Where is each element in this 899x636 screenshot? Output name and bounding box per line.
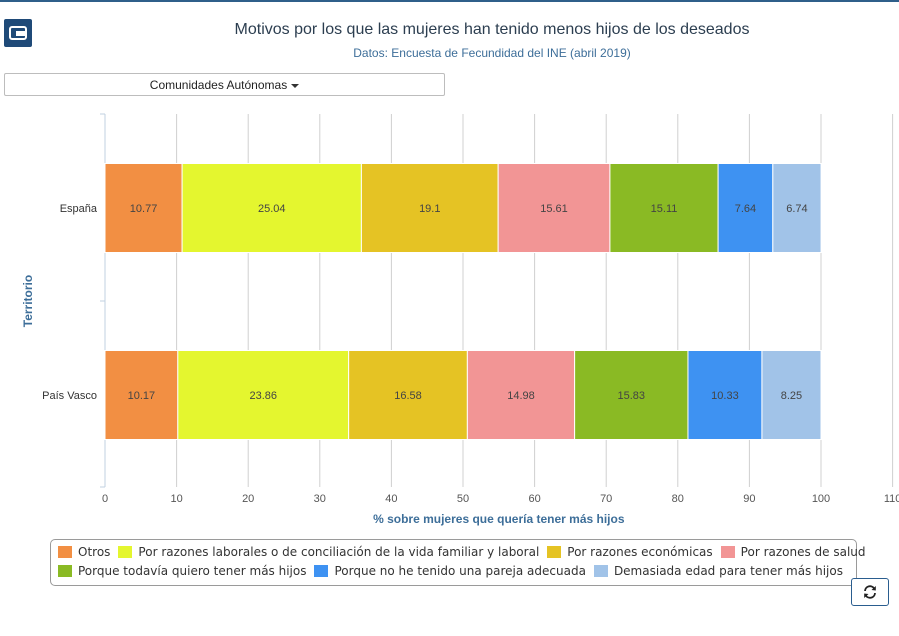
ine-logo-icon[interactable] bbox=[4, 19, 32, 47]
y-category-label: País Vasco bbox=[42, 390, 97, 402]
legend-swatch bbox=[314, 565, 329, 577]
chart-legend: Otros Por razones laborales o de concilia… bbox=[50, 539, 866, 586]
chart-subtitle: Datos: Encuesta de Fecundidad del INE (a… bbox=[353, 46, 631, 60]
bar-data-label: 16.58 bbox=[394, 390, 422, 402]
legend-swatch bbox=[547, 546, 562, 558]
bar-segment bbox=[104, 350, 179, 440]
chart-title: Motivos por los que las mujeres han teni… bbox=[234, 21, 750, 38]
x-tick-label: 30 bbox=[314, 493, 326, 505]
y-axis-title: Territorio bbox=[21, 275, 35, 327]
legend-label: Demasiada edad para tener más hijos bbox=[613, 564, 843, 578]
bar-segment bbox=[360, 163, 499, 253]
legend-item[interactable]: Por razones de salud bbox=[720, 545, 866, 559]
legend-swatch bbox=[58, 546, 72, 558]
legend-item[interactable]: Otros bbox=[58, 545, 110, 559]
legend-swatch bbox=[118, 546, 133, 558]
x-tick-label: 100 bbox=[812, 493, 830, 505]
bar-segment bbox=[497, 163, 611, 253]
caret-down-icon bbox=[291, 83, 300, 88]
legend-row: Porque todavía quiero tener más hijos Por… bbox=[58, 564, 851, 578]
x-tick-label: 20 bbox=[242, 493, 254, 505]
refresh-button[interactable] bbox=[851, 578, 889, 606]
bar-segment bbox=[104, 163, 183, 253]
bar-segment bbox=[687, 350, 763, 440]
x-tick-label: 50 bbox=[457, 493, 469, 505]
region-dropdown-label: Comunidades Autónomas bbox=[149, 77, 288, 92]
logo-glyph bbox=[9, 26, 27, 40]
legend-label: Por razones de salud bbox=[740, 545, 866, 559]
bar-data-label: 15.61 bbox=[540, 203, 568, 215]
bar-data-label: 19.1 bbox=[419, 203, 440, 215]
legend-swatch bbox=[720, 546, 735, 558]
bar-segment bbox=[761, 350, 822, 440]
bar-data-label: 25.04 bbox=[258, 203, 286, 215]
bar-data-label: 10.17 bbox=[128, 390, 156, 402]
bar-data-label: 10.33 bbox=[711, 390, 739, 402]
bar-data-label: 23.86 bbox=[249, 390, 277, 402]
refresh-icon bbox=[864, 585, 876, 599]
legend-item[interactable]: Por razones laborales o de conciliación … bbox=[118, 545, 539, 559]
x-axis-title: % sobre mujeres que quería tener más hij… bbox=[373, 512, 625, 526]
x-tick-label: 10 bbox=[170, 493, 182, 505]
x-tick-label: 90 bbox=[743, 493, 755, 505]
legend-label: Porque todavía quiero tener más hijos bbox=[78, 564, 307, 578]
bar-segment bbox=[609, 163, 719, 253]
bar-data-label: 14.98 bbox=[507, 390, 535, 402]
legend-label: Por razones económicas bbox=[567, 545, 713, 559]
legend-item[interactable]: Por razones económicas bbox=[547, 545, 713, 559]
bar-data-label: 6.74 bbox=[786, 203, 807, 215]
bar-segment bbox=[348, 350, 468, 440]
legend-label: Otros bbox=[78, 545, 111, 559]
bar-segment bbox=[717, 163, 774, 253]
legend-item[interactable]: Porque todavía quiero tener más hijos bbox=[58, 564, 306, 578]
legend-swatch bbox=[58, 565, 72, 577]
x-tick-label: 40 bbox=[385, 493, 397, 505]
legend-label: Porque no he tenido una pareja adecuada bbox=[334, 564, 586, 578]
x-tick-label: 110 bbox=[884, 493, 899, 505]
legend-item[interactable]: Demasiada edad para tener más hijos bbox=[593, 564, 843, 578]
bar-data-label: 8.25 bbox=[781, 390, 802, 402]
legend-row: Otros Por razones laborales o de concilia… bbox=[58, 545, 874, 559]
bar-data-label: 15.83 bbox=[618, 390, 646, 402]
stacked-bar-chart: 0 10 20 30 40 50 60 70 80 90 100 110 España País Vasc… bbox=[21, 113, 899, 526]
x-tick-label: 60 bbox=[528, 493, 540, 505]
bar-segment bbox=[574, 350, 689, 440]
legend-label: Por razones laborales o de conciliación … bbox=[138, 545, 540, 559]
region-dropdown[interactable]: Comunidades Autónomas bbox=[4, 73, 445, 96]
bar-data-label: 15.11 bbox=[651, 203, 678, 215]
bar-segment bbox=[772, 163, 822, 253]
x-tick-label: 70 bbox=[600, 493, 612, 505]
bar-segment bbox=[466, 350, 576, 440]
bar-segment bbox=[177, 350, 350, 440]
x-tick-label: 0 bbox=[102, 493, 108, 505]
x-tick-label: 80 bbox=[672, 493, 684, 505]
legend-swatch bbox=[593, 565, 608, 577]
y-category-label: España bbox=[60, 203, 98, 215]
bar-data-label: 10.77 bbox=[130, 203, 158, 215]
top-border bbox=[0, 0, 899, 2]
bar-segment bbox=[181, 163, 362, 253]
legend-item[interactable]: Porque no he tenido una pareja adecuada bbox=[314, 564, 586, 578]
bar-data-label: 7.64 bbox=[735, 203, 756, 215]
